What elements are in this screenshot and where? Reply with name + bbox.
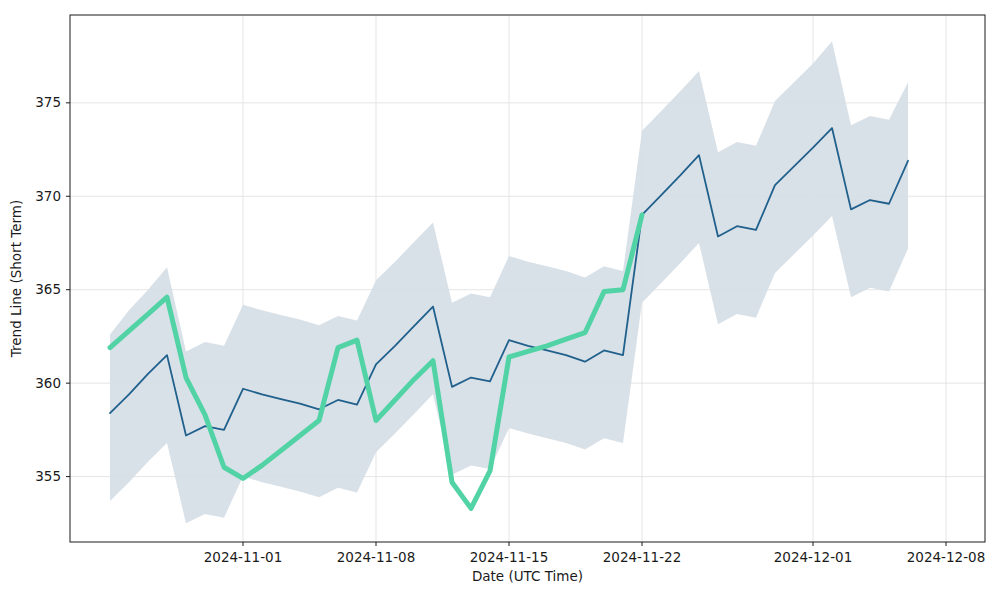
y-tick-label: 375 xyxy=(35,94,61,110)
x-tick-label: 2024-11-01 xyxy=(204,549,282,565)
y-tick-label: 355 xyxy=(35,468,61,484)
x-tick-label: 2024-11-22 xyxy=(603,549,681,565)
y-tick-label: 360 xyxy=(35,375,61,391)
x-tick-label: 2024-12-01 xyxy=(774,549,852,565)
x-tick-label: 2024-11-08 xyxy=(337,549,415,565)
x-tick-label: 2024-11-15 xyxy=(470,549,548,565)
y-tick-label: 370 xyxy=(35,188,61,204)
x-tick-label: 2024-12-08 xyxy=(907,549,985,565)
chart-figure: 2024-11-01 2024-11-08 2024-11-15 2024-11-22… xyxy=(0,0,1000,600)
trend-chart: 2024-11-01 2024-11-08 2024-11-15 2024-11-22… xyxy=(0,0,1000,600)
y-axis-label: Trend Line (Short Term) xyxy=(8,200,24,358)
y-tick-label: 365 xyxy=(35,281,61,297)
x-axis-label: Date (UTC Time) xyxy=(472,568,583,584)
